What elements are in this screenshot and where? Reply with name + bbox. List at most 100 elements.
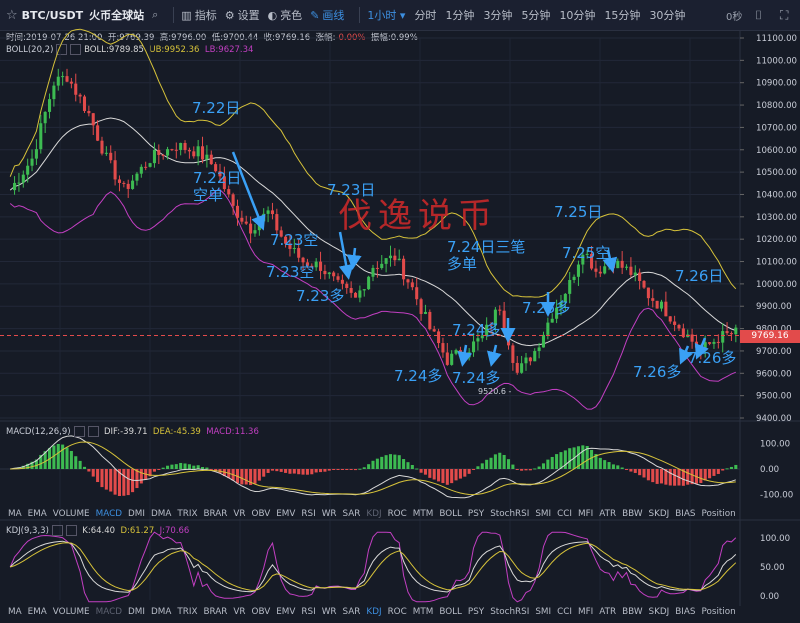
indicator-tab-ma[interactable]: MA xyxy=(8,509,22,519)
indicator-tab-smi[interactable]: SMI xyxy=(535,509,552,519)
indicator-tab-bias[interactable]: BIAS xyxy=(675,509,696,519)
indicator-tab-ema[interactable]: EMA xyxy=(27,607,47,617)
indicator-tab-bbw[interactable]: BBW xyxy=(622,509,643,519)
annotation-arrow xyxy=(694,337,709,360)
settings-button[interactable]: ⚙ 设置 xyxy=(225,7,260,23)
indicator-tab-mfi[interactable]: MFI xyxy=(577,607,594,617)
indicator-tab-volume[interactable]: VOLUME xyxy=(52,509,90,519)
indicator-tab-stochrsi[interactable]: StochRSI xyxy=(490,607,530,617)
candle-body xyxy=(227,189,231,195)
indicator-tab-sar[interactable]: SAR xyxy=(342,509,361,519)
indicator-tab-stochrsi[interactable]: StochRSI xyxy=(490,509,530,519)
indicator-tab-smi[interactable]: SMI xyxy=(535,607,552,617)
macd-close-button[interactable] xyxy=(87,426,99,437)
indicator-tab-brar[interactable]: BRAR xyxy=(203,509,228,519)
indicator-tab-dma[interactable]: DMA xyxy=(150,509,172,519)
indicator-tab-boll[interactable]: BOLL xyxy=(439,509,462,519)
interval-timeline[interactable]: 分时 xyxy=(414,9,437,22)
candle-body xyxy=(113,160,117,180)
indicator-tab-atr[interactable]: ATR xyxy=(599,509,617,519)
indicator-tab-skdj[interactable]: SKDJ xyxy=(648,509,670,519)
candle-body xyxy=(82,96,87,111)
indicator-tab-sar[interactable]: SAR xyxy=(342,607,361,617)
macd-histogram-bar xyxy=(69,450,73,469)
search-icon[interactable]: ⌕ xyxy=(152,8,159,21)
indicator-tab-obv[interactable]: OBV xyxy=(251,509,271,519)
candle-body xyxy=(43,111,47,124)
indicator-tab-kdj[interactable]: KDJ xyxy=(366,607,382,617)
macd-histogram-bar xyxy=(262,469,266,477)
interval-3m[interactable]: 3分钟 xyxy=(483,9,513,22)
indicator-tab-wr[interactable]: WR xyxy=(321,509,337,519)
favorite-star-icon[interactable]: ☆ xyxy=(6,7,18,23)
indicator-tab-emv[interactable]: EMV xyxy=(276,607,296,617)
indicator-tab-psy[interactable]: PSY xyxy=(467,607,485,617)
indicator-tab-emv[interactable]: EMV xyxy=(276,509,296,519)
macd-histogram-bar xyxy=(257,469,261,481)
indicator-tab-boll[interactable]: BOLL xyxy=(439,607,462,617)
indicator-tab-psy[interactable]: PSY xyxy=(467,509,485,519)
indicator-tab-vr[interactable]: VR xyxy=(233,509,246,519)
indicator-tab-atr[interactable]: ATR xyxy=(599,607,617,617)
indicator-tab-ma[interactable]: MA xyxy=(8,607,22,617)
indicator-tab-rsi[interactable]: RSI xyxy=(301,509,316,519)
kdj-close-button[interactable] xyxy=(65,525,77,536)
indicator-tab-trix[interactable]: TRIX xyxy=(177,509,198,519)
indicator-tab-obv[interactable]: OBV xyxy=(251,607,271,617)
macd-histogram-bar xyxy=(183,463,187,469)
indicator-tab-wr[interactable]: WR xyxy=(321,607,337,617)
indicator-tab-dma[interactable]: DMA xyxy=(150,607,172,617)
boll-settings-button[interactable] xyxy=(56,44,68,55)
indicator-tab-mtm[interactable]: MTM xyxy=(412,509,434,519)
boll-close-button[interactable] xyxy=(70,44,82,55)
kdj-settings-button[interactable] xyxy=(51,525,63,536)
candle-body xyxy=(603,266,607,274)
theme-button[interactable]: ◐ 亮色 xyxy=(268,7,303,23)
indicator-tab-position[interactable]: Position xyxy=(701,509,736,519)
symbol-name[interactable]: BTC/USDT xyxy=(21,8,84,22)
indicator-tab-roc[interactable]: ROC xyxy=(387,607,407,617)
macd-histogram-bar xyxy=(520,469,524,471)
indicator-tab-dmi[interactable]: DMI xyxy=(128,607,145,617)
indicator-tab-position[interactable]: Position xyxy=(701,607,736,617)
draw-button[interactable]: ✎ 画线 xyxy=(310,7,344,23)
indicator-tab-brar[interactable]: BRAR xyxy=(203,607,228,617)
macd-histogram-bar xyxy=(305,469,309,475)
candle-body xyxy=(371,267,375,277)
indicator-tab-vr[interactable]: VR xyxy=(233,607,246,617)
indicator-tab-mtm[interactable]: MTM xyxy=(412,607,434,617)
indicator-tab-trix[interactable]: TRIX xyxy=(177,607,198,617)
indicator-tab-bias[interactable]: BIAS xyxy=(675,607,696,617)
indicator-tab-dmi[interactable]: DMI xyxy=(128,509,145,519)
fullscreen-icon[interactable]: ⛶ xyxy=(780,7,789,22)
indicator-tab-bbw[interactable]: BBW xyxy=(622,607,643,617)
indicator-tab-skdj[interactable]: SKDJ xyxy=(648,607,670,617)
candle-body xyxy=(659,301,664,309)
candle-body xyxy=(537,347,541,352)
macd-settings-button[interactable] xyxy=(73,426,85,437)
indicator-tab-mfi[interactable]: MFI xyxy=(577,509,594,519)
interval-1h[interactable]: 1小时 ▾ xyxy=(367,9,406,22)
interval-5m[interactable]: 5分钟 xyxy=(521,9,551,22)
macd-histogram-bar xyxy=(323,469,327,472)
settings-label: 设置 xyxy=(237,9,260,22)
indicator-tab-cci[interactable]: CCI xyxy=(557,509,572,519)
macd-histogram-bar xyxy=(423,469,427,475)
camera-icon[interactable]: ⌷ xyxy=(755,7,763,22)
interval-30m[interactable]: 30分钟 xyxy=(649,9,686,22)
indicator-tab-macd[interactable]: MACD xyxy=(95,509,122,519)
indicator-tab-kdj[interactable]: KDJ xyxy=(366,509,382,519)
indicator-button[interactable]: ▥ 指标 xyxy=(181,7,216,23)
indicator-tab-ema[interactable]: EMA xyxy=(27,509,47,519)
indicator-tab-macd[interactable]: MACD xyxy=(95,607,122,617)
interval-1m[interactable]: 1分钟 xyxy=(445,9,475,22)
candle-body xyxy=(91,113,95,126)
interval-10m[interactable]: 10分钟 xyxy=(559,9,596,22)
indicator-tab-volume[interactable]: VOLUME xyxy=(52,607,90,617)
interval-15m[interactable]: 15分钟 xyxy=(604,9,641,22)
indicator-tab-cci[interactable]: CCI xyxy=(557,607,572,617)
indicator-tab-rsi[interactable]: RSI xyxy=(301,607,316,617)
indicator-tab-roc[interactable]: ROC xyxy=(387,509,407,519)
macd-histogram-bar xyxy=(585,446,589,469)
